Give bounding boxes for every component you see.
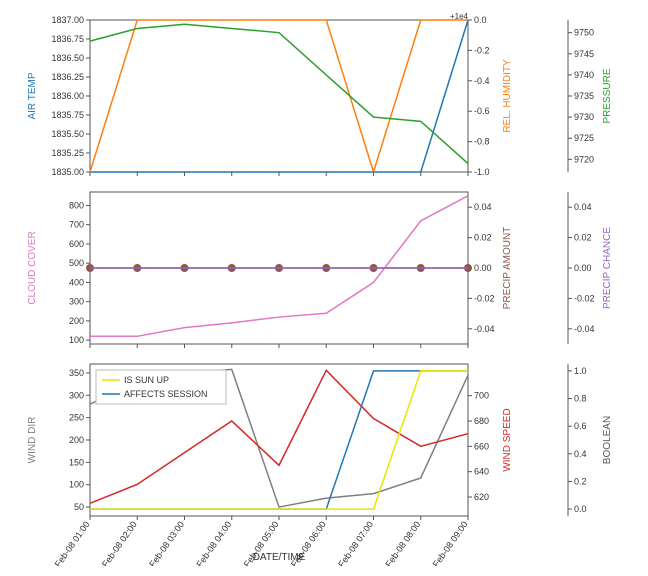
right-ytick-label: 9740 [574,70,594,80]
xtick-label: Feb-08 04:00 [194,519,233,566]
y-axis-label: AIR TEMP [27,72,38,119]
ytick-label: 1835.00 [51,167,84,177]
xtick-label: Feb-08 08:00 [383,519,422,566]
right-axis-label: REL. HUMIDITY [502,59,513,133]
right-ytick-label: 620 [474,492,489,502]
right-ytick-label: 640 [474,467,489,477]
right-ytick-label: -0.04 [474,324,495,334]
y-axis-label: WIND DIR [27,417,38,464]
right-ytick-label: 0.00 [574,263,592,273]
right-ytick-label: -0.02 [474,293,495,303]
ytick-label: 300 [69,390,84,400]
xtick-label: Feb-08 03:00 [147,519,186,566]
right-ytick-label: -0.6 [474,106,490,116]
series-line-air-temp [90,20,468,172]
right-axis-label: BOOLEAN [602,416,613,464]
right-ytick-label: 9725 [574,133,594,143]
right-ytick-label: -0.2 [474,45,490,55]
right-ytick-label: 0.02 [474,233,492,243]
x-axis-label: DATE/TIME [253,552,306,563]
legend-label: IS SUN UP [124,375,169,385]
series-line-pressure [90,24,468,163]
ytick-label: 200 [69,435,84,445]
ytick-label: 250 [69,413,84,423]
ytick-label: 800 [69,200,84,210]
ytick-label: 600 [69,239,84,249]
ytick-label: 100 [69,480,84,490]
right-ytick-label: 0.02 [574,233,592,243]
right-axis-label: PRECIP CHANCE [602,227,613,309]
ytick-label: 700 [69,220,84,230]
right-ytick-label: -1.0 [474,167,490,177]
right-ytick-label: -0.8 [474,137,490,147]
right-ytick-label: 0.0 [474,15,487,25]
ytick-label: 1836.00 [51,91,84,101]
ytick-label: 100 [69,335,84,345]
right-ytick-label: 9730 [574,112,594,122]
right-axis-label: PRESSURE [602,68,613,123]
right-ytick-label: 0.04 [574,202,592,212]
right-ytick-label: 9735 [574,91,594,101]
xtick-label: Feb-08 09:00 [431,519,470,566]
right-axis-label: PRECIP AMOUNT [502,227,513,310]
xtick-label: Feb-08 01:00 [53,519,92,566]
right-ytick-label: 0.4 [574,449,587,459]
right-ytick-label: 0.2 [574,476,587,486]
right-ytick-label: 700 [474,391,489,401]
legend-label: AFFECTS SESSION [124,389,208,399]
xtick-label: Feb-08 02:00 [100,519,139,566]
ytick-label: 200 [69,316,84,326]
series-line-rel-humidity [90,20,468,172]
ytick-label: 1835.50 [51,129,84,139]
right-ytick-label: 9720 [574,154,594,164]
right-ytick-label: 680 [474,416,489,426]
right-ytick-label: 0.04 [474,202,492,212]
right-axis-label: WIND SPEED [502,408,513,471]
panel-frame [90,20,468,172]
right-ytick-label: -0.02 [574,293,595,303]
ytick-label: 1836.50 [51,53,84,63]
right-ytick-label: 9750 [574,28,594,38]
ytick-label: 150 [69,457,84,467]
ytick-label: 1837.00 [51,15,84,25]
ytick-label: 500 [69,258,84,268]
right-ytick-label: 9745 [574,49,594,59]
multi-panel-chart: 1835.00 1835.25 1835.50 1835.75 1836.00 1836.… [10,10,638,566]
ytick-label: 300 [69,297,84,307]
ytick-label: 1835.75 [51,110,84,120]
right-ytick-label: -0.04 [574,324,595,334]
ytick-label: 1836.75 [51,34,84,44]
y-axis-label: CLOUD COVER [27,231,38,304]
ytick-label: 50 [74,502,84,512]
right-ytick-label: 660 [474,441,489,451]
right-ytick-label: 0.00 [474,263,492,273]
ytick-label: 1835.25 [51,148,84,158]
xtick-label: Feb-08 07:00 [336,519,375,566]
ytick-label: 1836.25 [51,72,84,82]
ytick-label: 400 [69,277,84,287]
right-ytick-label: 0.0 [574,504,587,514]
ytick-label: 350 [69,368,84,378]
right-ytick-label: 0.6 [574,421,587,431]
right-ytick-label: -0.4 [474,76,490,86]
right-ytick-label: 1.0 [574,366,587,376]
right-ytick-label: 0.8 [574,394,587,404]
